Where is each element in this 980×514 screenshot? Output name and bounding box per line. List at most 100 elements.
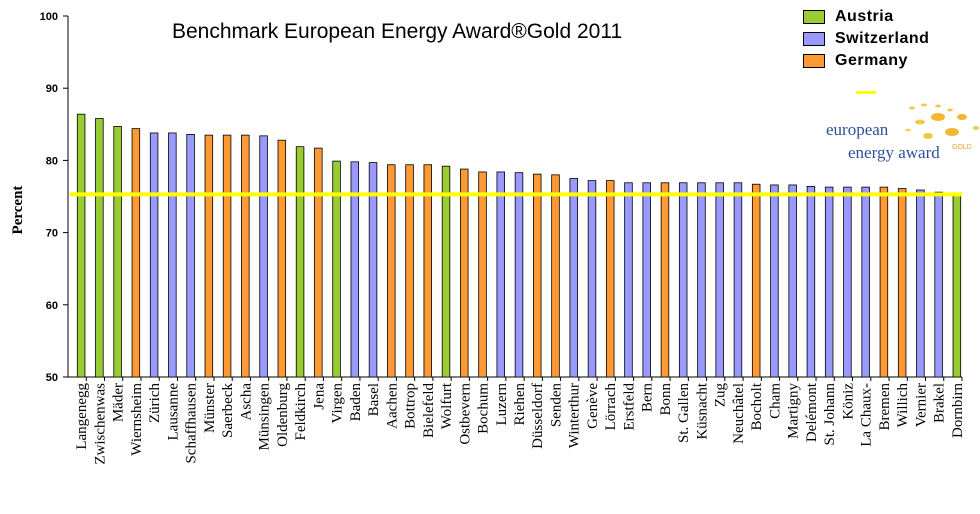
x-tick-label: Luzern	[494, 383, 510, 426]
x-tick-label: Feldkirch	[293, 383, 309, 441]
y-tick-label: 70	[46, 228, 58, 240]
x-tick-label: Zürich	[147, 383, 163, 423]
eea-logo-text-line1: european	[826, 120, 889, 139]
bar	[460, 168, 469, 378]
eea-logo-gold-badge: GOLD	[952, 144, 972, 151]
bar	[788, 184, 797, 378]
bar	[387, 164, 396, 378]
x-tick-label: Langenegg	[74, 383, 90, 450]
x-tick-label: Ostbevern	[457, 383, 473, 445]
y-tick-label: 50	[46, 372, 58, 384]
bar	[678, 182, 688, 378]
eea-logo-text-line2: energy award	[848, 143, 940, 162]
bar	[222, 134, 232, 378]
x-tick-label: Bonn	[658, 383, 674, 416]
x-tick-label: Erstfeld	[621, 383, 637, 431]
x-tick-label: Jena	[311, 383, 327, 410]
bar	[569, 178, 578, 378]
bar	[533, 173, 542, 378]
x-tick-label: Wiernsheim	[129, 383, 145, 456]
bar	[715, 182, 724, 378]
bar	[241, 134, 250, 378]
bar	[332, 160, 341, 378]
bar	[642, 182, 651, 378]
bar	[605, 180, 615, 378]
bar	[295, 146, 305, 378]
x-tick-label: Zug	[713, 383, 729, 408]
x-tick-label: Virgen	[330, 383, 346, 424]
bar	[131, 128, 141, 378]
bar	[496, 171, 505, 378]
x-tick-label: Genève	[585, 383, 601, 429]
x-tick-label: Brakel	[932, 383, 948, 423]
x-tick-label: Wolfurt	[439, 382, 455, 429]
legend-label-austria: Austria	[835, 8, 894, 25]
x-tick-label: Saerbeck	[220, 383, 236, 438]
x-tick-labels: Langenegg Zwischenwas Mäder Wiernsheim Züric…	[74, 382, 966, 464]
chart-bars	[76, 113, 962, 378]
bar	[934, 191, 943, 378]
x-tick-label: St. Gallen	[676, 383, 692, 443]
x-tick-label: Willich	[895, 383, 911, 428]
bar	[697, 182, 706, 378]
bar	[733, 182, 743, 378]
x-tick-label: Baden	[348, 383, 364, 422]
eea-logo-dots	[905, 103, 979, 139]
legend-label-germany: Germany	[835, 52, 908, 69]
bar	[824, 186, 834, 378]
legend-swatch-austria	[803, 10, 825, 24]
bar	[478, 171, 487, 378]
x-tick-label: Riehen	[512, 383, 528, 426]
bar	[423, 164, 433, 378]
x-tick-label: Aachen	[384, 383, 400, 429]
legend-reference-line	[856, 91, 876, 94]
y-tick-label: 90	[46, 83, 58, 95]
x-tick-label: Köniz	[840, 383, 856, 420]
bar	[952, 193, 962, 378]
chart-title: Benchmark European Energy Award®Gold 201…	[172, 20, 623, 43]
bar	[405, 164, 414, 378]
x-tick-label: Cham	[767, 383, 783, 419]
x-tick-label: Bochum	[476, 383, 492, 434]
bar	[368, 162, 378, 378]
x-tick-label: Lörrach	[603, 383, 619, 431]
bar	[441, 165, 451, 378]
bar	[76, 113, 86, 378]
bar	[277, 139, 287, 378]
bar	[660, 182, 670, 378]
x-tick-label: Vernier	[913, 383, 929, 427]
x-tick-label: Martigny	[786, 383, 802, 439]
bar	[314, 147, 323, 378]
x-tick-label: Winterthur	[567, 383, 583, 448]
x-tick-label: Düsseldorf	[530, 383, 546, 449]
y-tick-label: 100	[40, 11, 58, 23]
bar	[806, 185, 816, 378]
x-tick-label: Küsnacht	[694, 382, 710, 439]
x-tick-label: Dornbirn	[950, 383, 966, 438]
y-tick-label: 60	[46, 300, 58, 312]
bar	[113, 126, 122, 378]
x-tick-label: Ascha	[238, 383, 254, 421]
x-tick-label: Basel	[366, 383, 382, 416]
legend-label-switzerland: Switzerland	[835, 30, 930, 47]
x-tick-label: Bielefeld	[421, 383, 437, 438]
x-tick-label: La Chaux-	[859, 383, 875, 447]
bar	[916, 189, 925, 378]
bar	[861, 186, 870, 378]
bar	[897, 188, 907, 378]
bar	[514, 172, 524, 378]
legend-swatch-switzerland	[803, 32, 825, 46]
x-tick-label: Bottrop	[403, 383, 419, 429]
x-tick-label: Neuchâtel	[731, 383, 747, 444]
y-tick-label: 80	[46, 155, 58, 167]
bar	[149, 132, 159, 378]
bar	[350, 161, 360, 378]
x-tick-label: Zwischenwas	[92, 383, 108, 465]
x-tick-label: Bocholt	[749, 382, 765, 430]
bar	[259, 135, 268, 378]
x-tick-label: Bremen	[877, 383, 893, 431]
bar	[186, 134, 195, 378]
bar	[587, 180, 597, 378]
bar	[168, 132, 177, 378]
x-tick-label: St. Johann	[822, 383, 838, 446]
